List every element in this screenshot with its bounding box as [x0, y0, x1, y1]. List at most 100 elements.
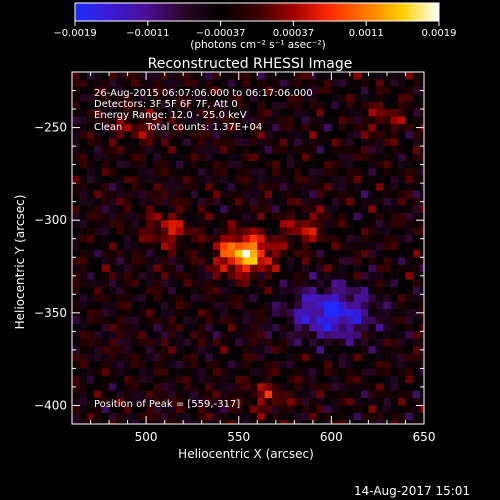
heatmap-cell [272, 264, 280, 273]
heatmap-cell [309, 220, 318, 229]
heatmap-cell [390, 390, 399, 399]
heatmap-cell [368, 160, 377, 169]
heatmap-cell [272, 331, 280, 340]
heatmap-cell [153, 212, 162, 221]
heatmap-cell [279, 338, 288, 347]
heatmap-cell [212, 353, 221, 362]
heatmap-cell [175, 309, 184, 318]
heatmap-cell [190, 257, 199, 266]
heatmap-cell [346, 175, 355, 184]
heatmap-cell [86, 190, 95, 199]
heatmap-cell [390, 368, 399, 377]
heatmap-cell [375, 101, 384, 110]
heatmap-cell [79, 264, 88, 273]
heatmap-cell [257, 146, 266, 155]
heatmap-cell [353, 361, 362, 369]
heatmap-cell [153, 346, 162, 355]
heatmap-cell [220, 249, 229, 258]
heatmap-cell [131, 383, 140, 392]
heatmap-cell [175, 94, 184, 103]
heatmap-cell [183, 368, 192, 377]
heatmap-cell [205, 86, 214, 95]
heatmap-cell [375, 212, 384, 221]
heatmap-cell [86, 123, 95, 132]
heatmap-cell [235, 168, 243, 177]
heatmap-cell [197, 220, 206, 229]
heatmap-cell [86, 279, 95, 288]
heatmap-cell [368, 286, 377, 295]
heatmap-cell [338, 272, 347, 280]
heatmap-cell [220, 301, 229, 310]
heatmap-cell [368, 79, 377, 88]
heatmap-cell [331, 346, 340, 355]
heatmap-cell [168, 153, 177, 162]
heatmap-cell [101, 123, 110, 132]
heatmap-cell [294, 197, 303, 206]
heatmap-cell [94, 412, 103, 421]
heatmap-cell [316, 338, 325, 347]
heatmap-cell [72, 79, 80, 88]
heatmap-cell [272, 390, 280, 399]
heatmap-cell [168, 257, 177, 266]
heatmap-cell [294, 383, 303, 392]
heatmap-cell [286, 412, 295, 421]
heatmap-cell [420, 220, 424, 229]
heatmap-cell [331, 220, 340, 229]
heatmap-cell [412, 264, 421, 273]
heatmap-cell [257, 331, 266, 340]
heatmap-cell [235, 86, 243, 95]
heatmap-cell [383, 242, 392, 251]
heatmap-cell [353, 146, 362, 155]
heatmap-cell [205, 331, 214, 340]
heatmap-cell [257, 212, 266, 221]
heatmap-cell [309, 131, 318, 140]
heatmap-cell [235, 205, 243, 214]
heatmap-cell [375, 168, 384, 177]
heatmap-cell [412, 257, 421, 266]
heatmap-cell [153, 242, 162, 251]
heatmap-cell [242, 72, 251, 80]
heatmap-cell [420, 146, 424, 155]
heatmap-cell [316, 183, 325, 192]
heatmap-cell [123, 286, 132, 295]
heatmap-cell [405, 338, 414, 347]
heatmap-cell [368, 235, 377, 243]
heatmap-cell [257, 175, 266, 184]
heatmap-cell [338, 190, 347, 199]
heatmap-cell [109, 109, 117, 117]
heatmap-cell [197, 235, 206, 243]
heatmap-cell [212, 375, 221, 384]
heatmap-cell [153, 153, 162, 162]
heatmap-cell [286, 294, 295, 303]
heatmap-cell [116, 160, 125, 169]
heatmap-cell [101, 323, 110, 332]
heatmap-cell [294, 294, 303, 303]
heatmap-cell [361, 264, 369, 273]
heatmap-cell [309, 242, 318, 251]
heatmap-cell [316, 138, 325, 147]
heatmap-cell [242, 227, 251, 236]
heatmap-cell [249, 197, 258, 206]
heatmap-cell [197, 249, 206, 258]
heatmap-cell [368, 131, 377, 140]
heatmap-cell [131, 323, 140, 332]
heatmap-cell [242, 368, 251, 377]
heatmap-cell [146, 301, 155, 310]
heatmap-cell [168, 368, 177, 377]
heatmap-cell [361, 86, 369, 95]
heatmap-cell [323, 123, 332, 132]
heatmap-cell [86, 116, 95, 125]
heatmap-cell [346, 412, 355, 421]
x-tick-label: 650 [413, 430, 436, 444]
heatmap-cell [249, 153, 258, 162]
heatmap-cell [101, 160, 110, 169]
heatmap-cell [183, 86, 192, 95]
heatmap-cell [235, 368, 243, 377]
heatmap-cell [257, 220, 266, 229]
heatmap-cell [168, 398, 177, 406]
heatmap-cell [235, 175, 243, 184]
heatmap-cell [412, 72, 421, 80]
heatmap-cell [390, 361, 399, 369]
heatmap-cell [294, 153, 303, 162]
heatmap-cell [242, 353, 251, 362]
